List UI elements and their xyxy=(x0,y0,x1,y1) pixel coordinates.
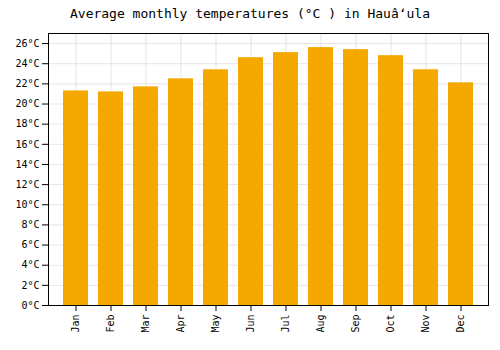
html-text:Average monthly temperatures (: Average monthly temperatures (°C ) in Ha… xyxy=(70,6,430,21)
svg-text:Apr: Apr xyxy=(175,315,186,333)
svg-text:Aug: Aug xyxy=(315,315,326,333)
svg-text:24°C: 24°C xyxy=(15,58,39,69)
svg-text:20°C: 20°C xyxy=(15,98,39,109)
svg-text:18°C: 18°C xyxy=(15,118,39,129)
svg-text:Nov: Nov xyxy=(420,315,431,333)
svg-text:Oct: Oct xyxy=(385,315,396,333)
svg-text:6°C: 6°C xyxy=(21,239,39,250)
svg-text:May: May xyxy=(210,315,221,333)
svg-text:Mar: Mar xyxy=(140,315,151,333)
svg-text:10°C: 10°C xyxy=(15,199,39,210)
svg-text:16°C: 16°C xyxy=(15,139,39,150)
svg-text:4°C: 4°C xyxy=(21,259,39,270)
svg-text:14°C: 14°C xyxy=(15,159,39,170)
svg-text:0°C: 0°C xyxy=(21,300,39,311)
svg-text:Sep: Sep xyxy=(350,315,361,333)
svg-text:2°C: 2°C xyxy=(21,280,39,291)
svg-text:12°C: 12°C xyxy=(15,179,39,190)
svg-text:Jun: Jun xyxy=(245,315,256,333)
svg-text:Jan: Jan xyxy=(70,315,81,333)
svg-text:8°C: 8°C xyxy=(21,219,39,230)
svg-text:Jul: Jul xyxy=(280,315,291,333)
svg-text:Dec: Dec xyxy=(455,315,466,333)
svg-text:Feb: Feb xyxy=(105,315,116,333)
svg-text:26°C: 26°C xyxy=(15,38,39,49)
svg-text:22°C: 22°C xyxy=(15,78,39,89)
